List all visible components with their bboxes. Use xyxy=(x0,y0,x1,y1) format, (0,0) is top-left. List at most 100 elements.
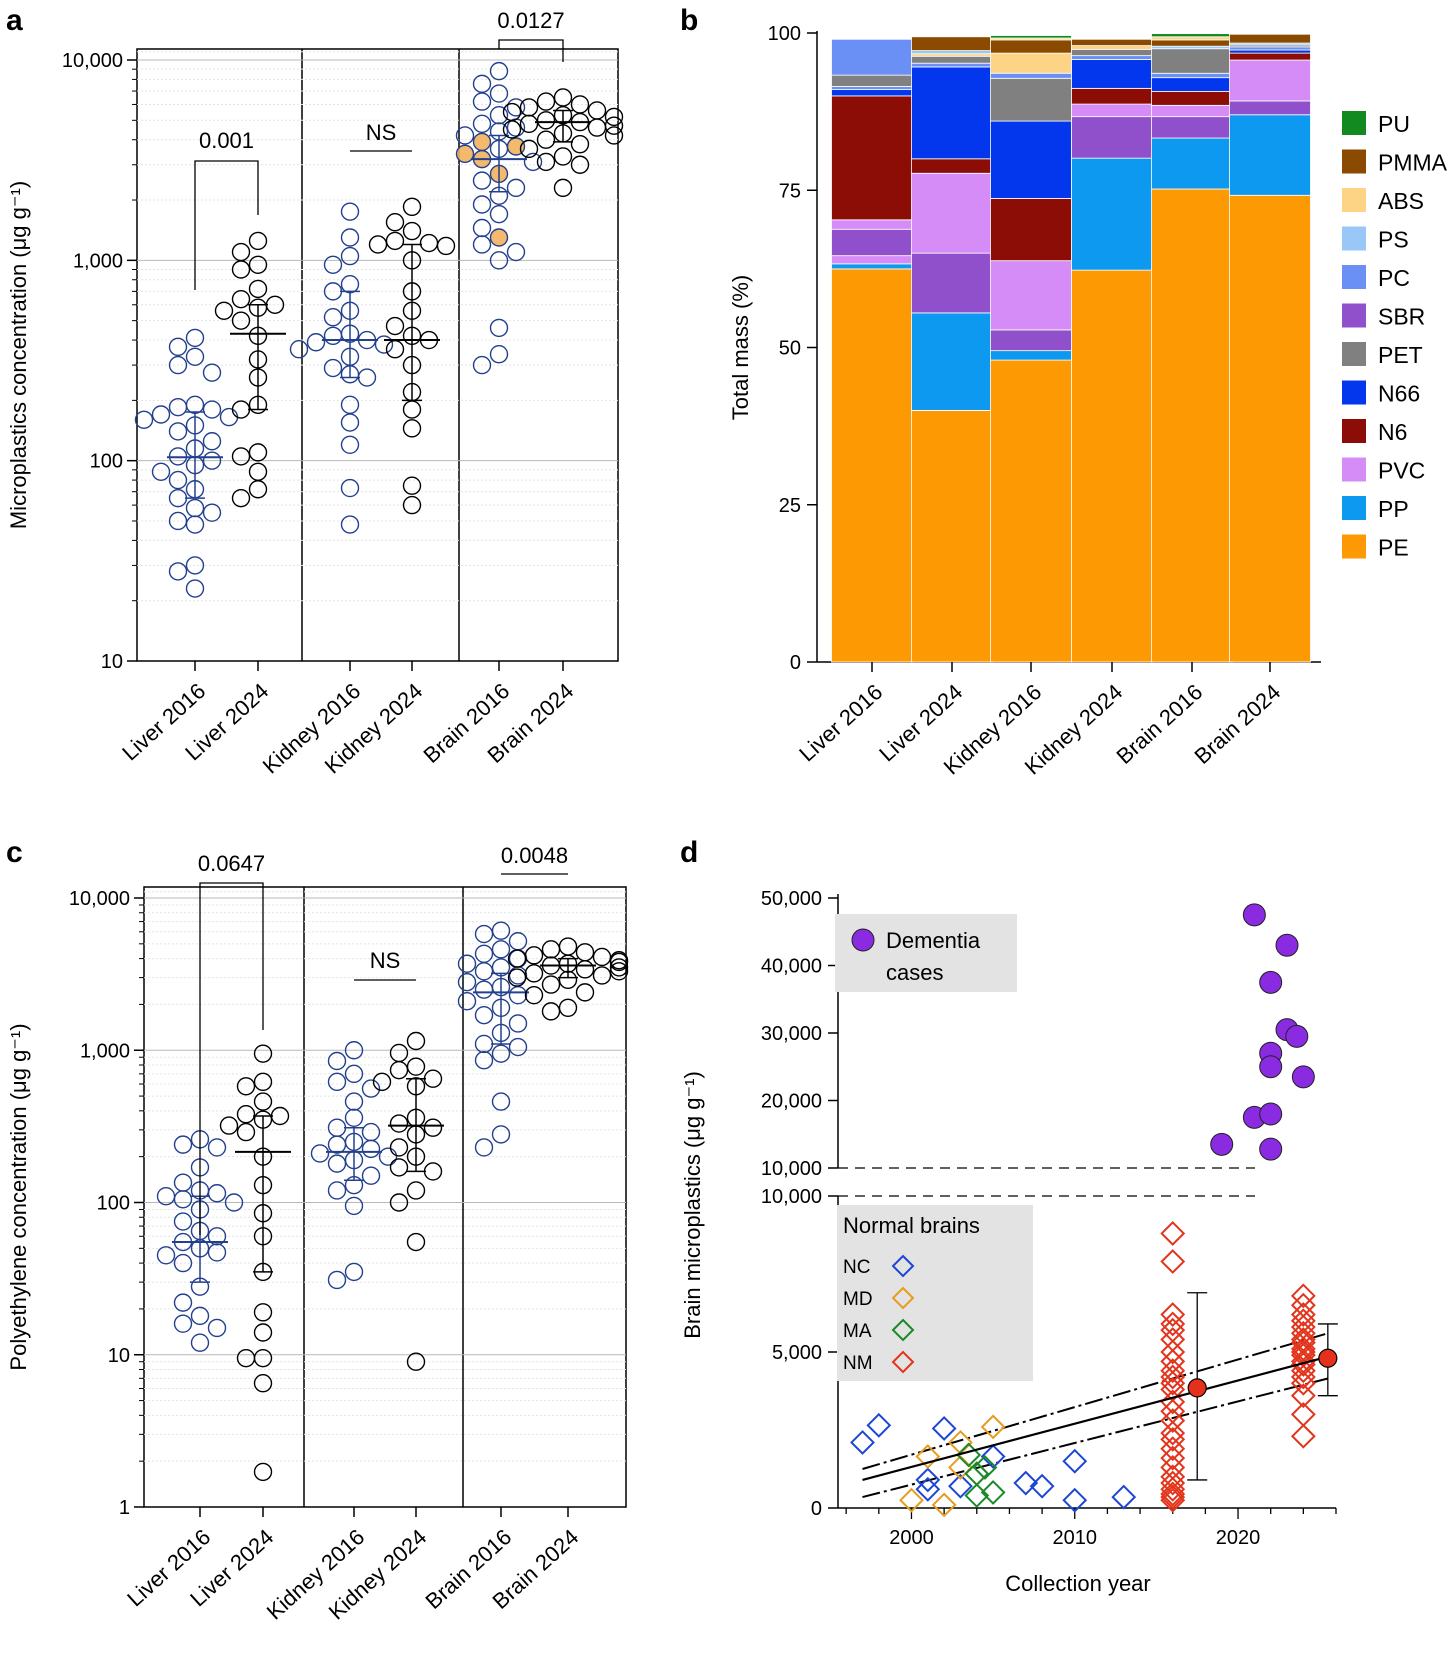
bar-segment-sbr xyxy=(831,228,913,257)
legend-item-n6: N6 xyxy=(1342,419,1407,445)
data-point xyxy=(536,111,556,130)
normal-point-ma xyxy=(964,1461,990,1487)
bar-segment-pe xyxy=(990,359,1072,663)
legend-item-n66: N66 xyxy=(1342,380,1420,407)
data-point xyxy=(231,289,251,309)
data-point xyxy=(340,413,360,432)
data-point xyxy=(489,318,509,338)
data-point xyxy=(344,1108,364,1128)
data-point xyxy=(374,335,394,354)
data-point xyxy=(553,88,573,107)
data-point xyxy=(327,1135,347,1154)
bar-segment-pc xyxy=(1229,46,1311,51)
legend-label-nc: NC xyxy=(843,1257,870,1278)
legend-box-normal xyxy=(837,1205,1033,1381)
bar-segment-n66 xyxy=(831,89,913,97)
data-point xyxy=(402,400,422,419)
normal-point-nc xyxy=(1062,1487,1088,1513)
bar-segment-pmma xyxy=(1151,39,1233,47)
legend-marker-ma xyxy=(891,1318,915,1342)
data-point xyxy=(472,235,492,254)
data-point xyxy=(151,405,171,424)
bar-segment-sbr xyxy=(1151,116,1233,139)
y-tick-label: 0 xyxy=(811,1498,822,1520)
bar-segment-n66 xyxy=(911,66,993,160)
data-point xyxy=(344,1196,364,1216)
legend-item-pu: PU xyxy=(1342,111,1410,137)
normal-point-nc xyxy=(915,1467,941,1493)
data-point xyxy=(253,1462,273,1482)
data-point xyxy=(185,515,205,534)
bar-segment-pvc xyxy=(1071,103,1153,118)
data-point xyxy=(541,940,561,959)
data-point xyxy=(489,106,509,125)
legend-marker-dementia xyxy=(851,928,875,952)
legend-label: PS xyxy=(1378,227,1409,253)
data-point xyxy=(402,419,422,438)
legend-label: PET xyxy=(1378,342,1423,368)
normal-point-nm xyxy=(1160,1420,1186,1446)
data-point xyxy=(253,1374,273,1393)
data-point xyxy=(310,1144,330,1163)
panel-d-chart: 10,000 20,000 30,000 40,000 50,000 0 5,000 10,0… xyxy=(680,888,1338,1596)
data-point xyxy=(406,1232,426,1252)
data-point xyxy=(248,255,268,274)
data-point xyxy=(344,1092,364,1111)
bar-segment-n6 xyxy=(1071,87,1153,105)
x-tick-label: 2010 xyxy=(1053,1527,1098,1549)
data-point xyxy=(508,1037,528,1057)
data-point xyxy=(185,556,205,575)
normal-point-nm xyxy=(1160,1484,1186,1510)
data-point xyxy=(340,246,360,266)
data-point xyxy=(323,308,343,327)
normal-point-nm xyxy=(1160,1339,1186,1365)
data-point xyxy=(457,972,477,992)
data-point xyxy=(472,114,492,134)
y-tick-label: 100 xyxy=(768,23,801,45)
normal-point-nm xyxy=(1160,1311,1186,1337)
data-point xyxy=(536,92,556,111)
mean-point xyxy=(1187,1378,1207,1398)
data-point xyxy=(524,964,544,983)
normal-point-md xyxy=(980,1414,1006,1440)
dementia-point xyxy=(1210,1132,1234,1156)
comparison-label: 0.001 xyxy=(199,128,254,153)
y-tick-label: 10,000 xyxy=(761,1158,822,1180)
data-point xyxy=(231,488,251,508)
normal-point-md xyxy=(931,1492,957,1518)
normal-point-nm xyxy=(1290,1423,1316,1449)
bar-segment-n66 xyxy=(990,120,1072,199)
normal-point-nc xyxy=(980,1444,1006,1469)
data-point xyxy=(553,147,573,166)
data-point xyxy=(523,152,543,172)
x-tick-label: 2020 xyxy=(1216,1527,1261,1549)
data-point xyxy=(207,1318,227,1338)
data-point xyxy=(202,363,222,382)
normal-point-nm xyxy=(1290,1370,1316,1396)
normal-point-ma xyxy=(956,1442,982,1468)
normal-point-nm xyxy=(1160,1426,1186,1452)
data-point xyxy=(202,503,222,522)
data-point xyxy=(236,1077,256,1096)
data-point xyxy=(173,1190,193,1209)
normal-point-nm xyxy=(1290,1292,1316,1318)
data-point xyxy=(134,410,154,429)
series-kidney-2024 xyxy=(368,197,456,515)
y-tick-label: 5,000 xyxy=(772,1342,822,1364)
y-tick-label: 10,000 xyxy=(761,1186,822,1208)
data-point xyxy=(609,958,629,977)
data-point xyxy=(536,130,556,149)
bar-segment-n66 xyxy=(1151,77,1233,92)
data-point xyxy=(389,1060,409,1080)
y-tick-label: 1,000 xyxy=(73,250,123,272)
data-point xyxy=(457,991,477,1011)
legend-item-ps: PS xyxy=(1342,226,1409,253)
data-point xyxy=(173,1212,193,1231)
legend-label: N66 xyxy=(1378,381,1420,407)
bar-segment-abs xyxy=(990,52,1072,74)
data-point xyxy=(491,1044,511,1063)
data-point xyxy=(502,102,522,122)
normal-point-ma xyxy=(964,1483,990,1508)
normal-point-nm xyxy=(1290,1283,1316,1309)
